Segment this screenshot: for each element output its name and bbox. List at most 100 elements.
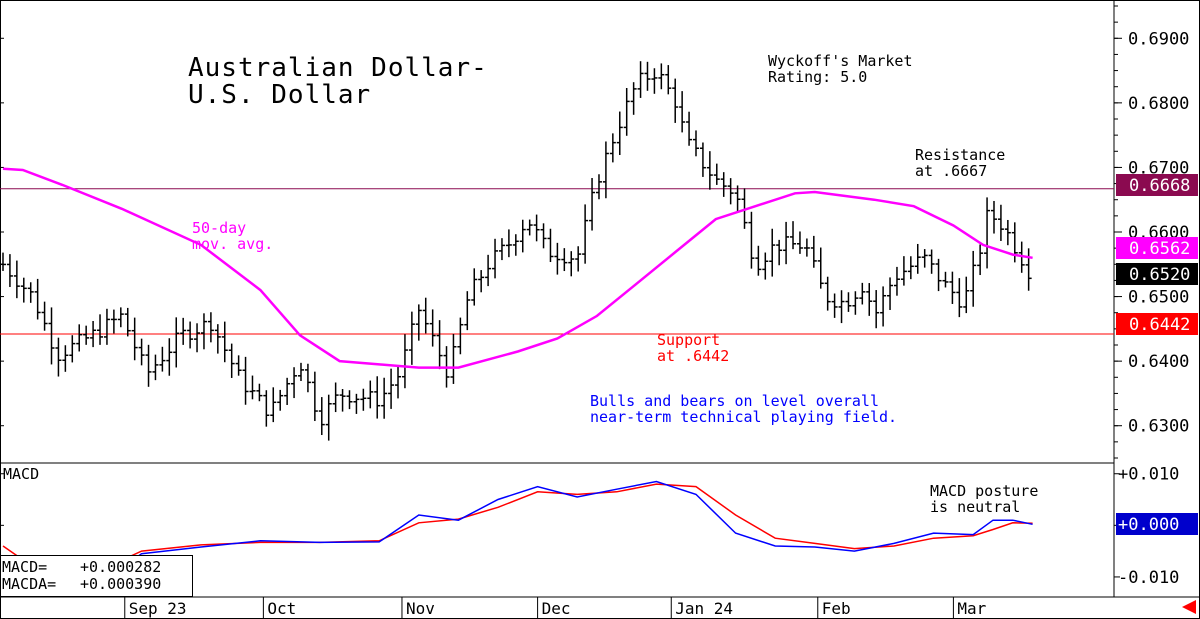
price-tick-label: 0.6300 (1128, 417, 1189, 437)
macda-readout-label: MACDA= (2, 575, 56, 593)
price-bar (429, 309, 436, 347)
comment-line-2: near-term technical playing field. (590, 408, 897, 426)
price-bar (173, 317, 180, 368)
price-bar (561, 248, 568, 272)
price-bar (887, 277, 894, 310)
price-bar (214, 324, 221, 354)
time-axis-labels: Sep 23 Oct Nov Dec Jan 24 Feb Mar (124, 597, 987, 619)
price-bar (464, 291, 471, 331)
time-axis-label: Mar (957, 599, 986, 618)
macd-line (2, 480, 1033, 594)
time-axis-label: Jan 24 (675, 599, 733, 618)
price-bar (180, 317, 187, 345)
macd-readout-value: +0.000282 (80, 558, 161, 576)
comment-line-1: Bulls and bears on level overall (590, 392, 879, 410)
price-bar (270, 387, 277, 423)
macd-readout-label: MACD= (2, 558, 47, 576)
macd-tick-label: +0.010 (1118, 465, 1179, 485)
price-bar (318, 397, 325, 436)
price-bar (554, 242, 561, 275)
price-bar (582, 204, 589, 264)
support-label-line-1: Support (657, 331, 720, 349)
time-axis-label: Nov (406, 599, 435, 618)
price-bar (651, 68, 658, 94)
price-bar (297, 362, 304, 382)
price-bar (353, 393, 360, 414)
price-bar (41, 301, 48, 331)
price-bar (533, 214, 540, 242)
macd-note-line-2: is neutral (930, 498, 1020, 516)
price-bar (637, 61, 644, 98)
price-bar (609, 133, 616, 163)
price-bar (13, 260, 20, 299)
ma-tag-bg (1116, 237, 1198, 259)
price-tick-label: 0.6400 (1128, 352, 1189, 372)
price-bar (845, 292, 852, 312)
price-bar (977, 244, 984, 276)
price-bar (589, 178, 596, 231)
price-bar (498, 238, 505, 261)
price-bar (568, 251, 575, 277)
time-axis-label: Feb (822, 599, 851, 618)
price-bar (907, 256, 914, 280)
price-bar (505, 229, 512, 258)
price-bar (679, 91, 686, 133)
price-bar (852, 291, 859, 315)
support-label-line-2: at .6442 (657, 347, 729, 365)
macda-readout-value: +0.000390 (80, 575, 161, 593)
scroll-left-arrow-icon[interactable] (1182, 600, 1196, 614)
support-tag: 0.6442 (1129, 315, 1190, 335)
price-bar (228, 343, 235, 378)
price-bar (6, 254, 13, 288)
price-bar (339, 389, 346, 412)
price-bar (27, 282, 34, 303)
price-bar (873, 290, 880, 329)
price-bar (478, 270, 485, 293)
price-bar (83, 325, 90, 345)
price-bar (422, 297, 429, 334)
time-axis-label: Dec (542, 599, 571, 618)
resistance-tag: 0.6668 (1129, 176, 1190, 196)
price-bar (0, 252, 6, 271)
price-bar (935, 258, 942, 292)
rating-line-2: Rating: 5.0 (768, 68, 867, 86)
time-axis-label: Oct (267, 599, 296, 618)
chart-title-line-2: U.S. Dollar (188, 80, 371, 110)
price-bar (256, 383, 263, 402)
resistance-tag-bg (1116, 174, 1198, 196)
price-bar (748, 211, 755, 269)
price-bar (401, 334, 408, 389)
price-bar (20, 277, 27, 303)
price-bar (665, 65, 672, 95)
price-bar (776, 239, 783, 266)
price-bar (97, 314, 104, 345)
price-bar (103, 308, 110, 345)
price-bar (381, 377, 388, 419)
price-bar (783, 221, 790, 265)
price-bar (48, 307, 55, 365)
price-tick-label: 0.6800 (1128, 94, 1189, 114)
price-bar (152, 354, 159, 381)
price-bar (540, 223, 547, 249)
price-bar (249, 375, 256, 400)
price-bars (0, 61, 1032, 441)
price-bar (69, 335, 76, 363)
price-bar (221, 321, 228, 363)
rating-line-1: Wyckoff's Market (768, 52, 913, 70)
price-bar (699, 142, 706, 177)
macd-tag-bg (1116, 513, 1198, 535)
price-bar (672, 78, 679, 123)
macd-readout-box (0, 555, 193, 597)
price-bar (769, 228, 776, 277)
price-bar (644, 61, 651, 91)
price-bar (859, 282, 866, 305)
support-resistance-lines (0, 188, 1114, 335)
price-bar (277, 389, 284, 411)
price-bar (457, 317, 464, 355)
ma-tag: 0.6562 (1129, 239, 1190, 259)
price-bar (790, 221, 797, 250)
price-bar (963, 276, 970, 314)
price-bar (838, 290, 845, 324)
